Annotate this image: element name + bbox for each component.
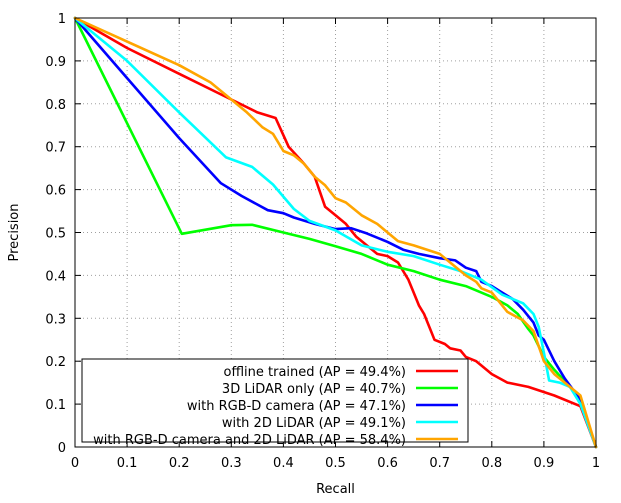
series-lines — [73, 16, 598, 449]
y-tick-label: 0.9 — [45, 55, 66, 70]
legend-label-2: 3D LiDAR only (AP = 40.7%) — [222, 382, 406, 397]
x-tick-label: 0.8 — [481, 456, 502, 471]
y-tick-label: 1 — [58, 12, 66, 27]
legend-label-4: with 2D LiDAR (AP = 49.1%) — [222, 416, 406, 431]
x-tick-label: 0.9 — [534, 456, 555, 471]
y-tick-label: 0.2 — [45, 355, 66, 370]
x-tick-label: 0.5 — [325, 456, 346, 471]
x-tick-label: 0.1 — [117, 456, 138, 471]
legend-box — [81, 358, 469, 443]
x-tick-label: 0.2 — [169, 456, 190, 471]
x-tick-label: 0.3 — [221, 456, 242, 471]
legend-label-5: with RGB-D camera and 2D LiDAR (AP = 58.… — [93, 433, 406, 448]
y-axis-title: Precision — [7, 203, 22, 261]
x-tick-label: 1 — [592, 456, 600, 471]
y-tick-label: 0.3 — [45, 312, 66, 327]
y-tick-label: 0.6 — [45, 184, 66, 199]
y-tick-label: 0.8 — [45, 98, 66, 113]
x-tick-label: 0 — [71, 456, 79, 471]
y-tick-label: 0.4 — [45, 269, 66, 284]
legend: offline trained (AP = 49.4%) 3D LiDAR onl… — [81, 358, 469, 448]
series-line-4 — [73, 16, 598, 449]
series-line-5 — [73, 16, 598, 449]
legend-label-1: offline trained (AP = 49.4%) — [224, 365, 406, 380]
axis-ticks: 0 0.1 0.2 0.3 0.4 0.5 0.6 0.7 0.8 0.9 1 0 0.1 0.2 0.3 0… — [45, 12, 600, 471]
y-tick-label: 0.7 — [45, 141, 66, 156]
series-line-3 — [73, 16, 598, 449]
y-tick-label: 0.5 — [45, 227, 66, 242]
y-tick-label: 0 — [58, 441, 66, 456]
series-line-1 — [73, 16, 598, 449]
x-tick-label: 0.4 — [273, 456, 294, 471]
x-tick-label: 0.7 — [429, 456, 450, 471]
y-tick-label: 0.1 — [45, 398, 66, 413]
series-line-2 — [73, 16, 598, 449]
x-tick-label: 0.6 — [377, 456, 398, 471]
legend-label-3: with RGB-D camera (AP = 47.1%) — [187, 399, 406, 414]
x-axis-title: Recall — [316, 482, 355, 497]
